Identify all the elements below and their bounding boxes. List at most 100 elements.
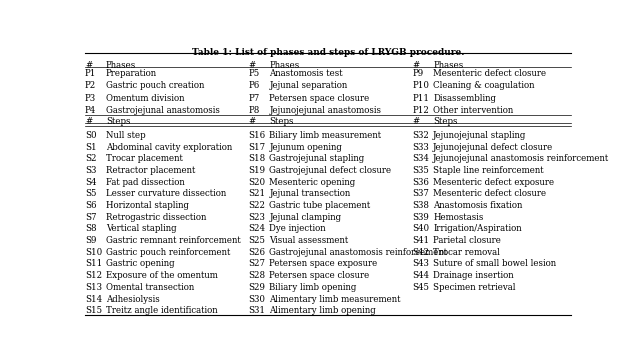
Text: S25: S25 [249, 236, 266, 245]
Text: S10: S10 [85, 248, 102, 257]
Text: S8: S8 [85, 225, 97, 234]
Text: S27: S27 [249, 259, 266, 268]
Text: Jejunum opening: Jejunum opening [269, 142, 342, 151]
Text: S37: S37 [412, 189, 429, 198]
Text: P3: P3 [85, 94, 96, 103]
Text: Disassembling: Disassembling [433, 94, 496, 103]
Text: S9: S9 [85, 236, 97, 245]
Text: S41: S41 [412, 236, 429, 245]
Text: S14: S14 [85, 295, 102, 304]
Text: S5: S5 [85, 189, 97, 198]
Text: Mesenteric defect closure: Mesenteric defect closure [433, 69, 547, 78]
Text: Jejunojejunal defect closure: Jejunojejunal defect closure [433, 142, 554, 151]
Text: S24: S24 [249, 225, 266, 234]
Text: S29: S29 [249, 283, 266, 292]
Text: Biliary limb opening: Biliary limb opening [269, 283, 357, 292]
Text: Table 1: List of phases and steps of LRYGB procedure.: Table 1: List of phases and steps of LRY… [192, 48, 464, 57]
Text: Visual assessment: Visual assessment [269, 236, 349, 245]
Text: Gastric remnant reinforcement: Gastric remnant reinforcement [106, 236, 241, 245]
Text: Horizontal stapling: Horizontal stapling [106, 201, 189, 210]
Text: Steps: Steps [106, 117, 131, 126]
Text: Trocar placement: Trocar placement [106, 154, 182, 163]
Text: Vertical stapling: Vertical stapling [106, 225, 177, 234]
Text: Specimen retrieval: Specimen retrieval [433, 283, 516, 292]
Text: Omentum division: Omentum division [106, 94, 184, 103]
Text: S44: S44 [412, 271, 429, 280]
Text: #: # [85, 60, 92, 70]
Text: S1: S1 [85, 142, 97, 151]
Text: S28: S28 [249, 271, 266, 280]
Text: Lesser curvature dissection: Lesser curvature dissection [106, 189, 226, 198]
Text: S19: S19 [249, 166, 266, 175]
Text: S34: S34 [412, 154, 429, 163]
Text: P11: P11 [412, 94, 429, 103]
Text: S11: S11 [85, 259, 102, 268]
Text: Retrogastric dissection: Retrogastric dissection [106, 213, 206, 222]
Text: #: # [249, 117, 256, 126]
Text: Phases: Phases [269, 60, 300, 70]
Text: Fat pad dissection: Fat pad dissection [106, 178, 184, 187]
Text: S33: S33 [412, 142, 429, 151]
Text: Jejunal transection: Jejunal transection [269, 189, 351, 198]
Text: Jejunal clamping: Jejunal clamping [269, 213, 342, 222]
Text: Petersen space exposure: Petersen space exposure [269, 259, 378, 268]
Text: Gastrojejunal anastomosis reinforcement: Gastrojejunal anastomosis reinforcement [269, 248, 447, 257]
Text: Gastric pouch reinforcement: Gastric pouch reinforcement [106, 248, 230, 257]
Text: #: # [412, 117, 420, 126]
Text: S12: S12 [85, 271, 102, 280]
Text: S30: S30 [249, 295, 266, 304]
Text: S42: S42 [412, 248, 429, 257]
Text: P4: P4 [85, 106, 96, 115]
Text: Steps: Steps [269, 117, 294, 126]
Text: S7: S7 [85, 213, 97, 222]
Text: Steps: Steps [433, 117, 458, 126]
Text: Gastrojejunal stapling: Gastrojejunal stapling [269, 154, 365, 163]
Text: Parietal closure: Parietal closure [433, 236, 501, 245]
Text: Jejunojejunal stapling: Jejunojejunal stapling [433, 131, 527, 140]
Text: P7: P7 [249, 94, 260, 103]
Text: Suture of small bowel lesion: Suture of small bowel lesion [433, 259, 556, 268]
Text: Hemostasis: Hemostasis [433, 213, 484, 222]
Text: Anastomosis fixation: Anastomosis fixation [433, 201, 522, 210]
Text: Phases: Phases [433, 60, 463, 70]
Text: S22: S22 [249, 201, 266, 210]
Text: S15: S15 [85, 306, 102, 315]
Text: P12: P12 [412, 106, 429, 115]
Text: Anastomosis test: Anastomosis test [269, 69, 343, 78]
Text: S16: S16 [249, 131, 266, 140]
Text: Omental transection: Omental transection [106, 283, 194, 292]
Text: Irrigation/Aspiration: Irrigation/Aspiration [433, 225, 522, 234]
Text: Gastric tube placement: Gastric tube placement [269, 201, 371, 210]
Text: S35: S35 [412, 166, 429, 175]
Text: S21: S21 [249, 189, 266, 198]
Text: Mesenteric defect closure: Mesenteric defect closure [433, 189, 547, 198]
Text: S0: S0 [85, 131, 97, 140]
Text: Jejunojejunal anastomosis: Jejunojejunal anastomosis [269, 106, 381, 115]
Text: P10: P10 [412, 81, 429, 90]
Text: Adhesiolysis: Adhesiolysis [106, 295, 159, 304]
Text: S31: S31 [249, 306, 266, 315]
Text: Null step: Null step [106, 131, 145, 140]
Text: Biliary limb measurement: Biliary limb measurement [269, 131, 381, 140]
Text: S43: S43 [412, 259, 429, 268]
Text: Abdominal cavity exploration: Abdominal cavity exploration [106, 142, 232, 151]
Text: S45: S45 [412, 283, 429, 292]
Text: P8: P8 [249, 106, 260, 115]
Text: #: # [85, 117, 92, 126]
Text: S23: S23 [249, 213, 266, 222]
Text: Alimentary limb measurement: Alimentary limb measurement [269, 295, 401, 304]
Text: S2: S2 [85, 154, 97, 163]
Text: S32: S32 [412, 131, 429, 140]
Text: P5: P5 [249, 69, 260, 78]
Text: S36: S36 [412, 178, 429, 187]
Text: Dye injection: Dye injection [269, 225, 326, 234]
Text: S17: S17 [249, 142, 266, 151]
Text: Mesenteric opening: Mesenteric opening [269, 178, 356, 187]
Text: S13: S13 [85, 283, 102, 292]
Text: Gastric opening: Gastric opening [106, 259, 175, 268]
Text: S18: S18 [249, 154, 266, 163]
Text: P1: P1 [85, 69, 97, 78]
Text: P9: P9 [412, 69, 424, 78]
Text: #: # [412, 60, 420, 70]
Text: Staple line reinforcement: Staple line reinforcement [433, 166, 544, 175]
